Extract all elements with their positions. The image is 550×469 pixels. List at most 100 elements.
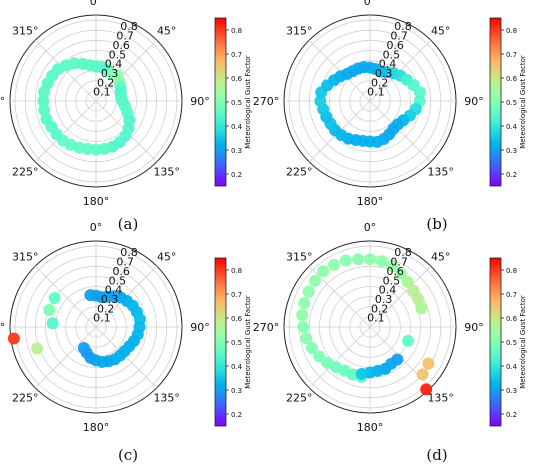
colorbar-gradient [214, 257, 227, 427]
colorbar-label: Meteorological Gust Factor [244, 295, 252, 389]
angle-label: 315° [286, 24, 313, 37]
data-point [37, 95, 50, 107]
data-point [330, 361, 343, 374]
radial-tick-label: 0.3 [375, 293, 393, 306]
data-point [394, 267, 407, 280]
radial-tick-label: 0.3 [101, 293, 119, 306]
colorbar-tick-label: 0.7 [506, 291, 517, 299]
data-point [298, 297, 311, 310]
radial-tick-label: 0.5 [383, 48, 401, 61]
data-point [386, 260, 399, 273]
colorbar-tick-label: 0.5 [506, 339, 517, 347]
data-point [317, 265, 330, 278]
radial-tick-label: 0.7 [390, 30, 408, 43]
angular-gridline [308, 265, 371, 328]
colorbar-tick-label: 0.7 [506, 51, 517, 59]
radial-tick-label: 0.7 [116, 256, 134, 269]
data-point [415, 302, 428, 315]
angular-gridline [34, 265, 97, 328]
data-point [402, 334, 415, 347]
colorbar-gradient [489, 17, 502, 187]
radial-tick-label: 0.4 [105, 284, 123, 297]
radial-tick-label: 0.3 [101, 67, 119, 80]
angular-gridline [369, 265, 432, 328]
radial-tick-label: 0.4 [379, 284, 397, 297]
data-point [328, 258, 341, 271]
colorbar-tick-label: 0.2 [506, 171, 517, 179]
angle-label: 45° [157, 24, 177, 37]
colorbar-tick-label: 0.8 [506, 27, 517, 35]
colorbar-tick-label: 0.8 [506, 267, 517, 275]
data-point [31, 342, 44, 355]
colorbar-tick-label: 0.6 [231, 315, 243, 323]
angle-label: 225° [286, 392, 313, 405]
series-4 [416, 357, 435, 396]
data-point [422, 357, 435, 370]
angle-label: 45° [431, 250, 451, 263]
radial-tick-label: 0.1 [367, 312, 385, 325]
angle-label: 270° [253, 95, 280, 108]
angle-label: 90° [190, 95, 210, 108]
angle-label: 0° [364, 221, 377, 234]
angle-label: 180° [83, 421, 110, 434]
data-point [297, 321, 310, 333]
angle-label: 180° [357, 195, 384, 208]
data-point [313, 350, 326, 363]
series-1 [37, 57, 136, 156]
angular-gridline [95, 326, 158, 389]
data-point [302, 285, 315, 298]
data-point [77, 342, 90, 355]
angular-gridline [34, 100, 97, 163]
polar-chart-1: 0.10.20.30.40.50.60.70.8 0° 45° 90° 135° 180°… [0, 0, 210, 208]
angle-label: 270° [253, 321, 280, 334]
colorbar: 0.2 0.3 0.4 0.5 0.6 0.7 0.8 Meteorological Gust… [214, 257, 252, 427]
data-point [300, 332, 313, 345]
radial-tick-label: 0.2 [97, 76, 115, 89]
angle-label: 135° [427, 166, 454, 179]
polar-chart-4: 0.10.20.30.40.50.60.70.8 0° 45° 90° 135° 180°… [253, 221, 484, 434]
angle-label: 135° [153, 392, 180, 405]
angular-gridline [308, 326, 371, 389]
colorbar-gradient [489, 257, 502, 427]
colorbar-label: Meteorological Gust Factor [244, 55, 252, 149]
colorbar-tick-label: 0.3 [231, 387, 242, 395]
radial-tick-label: 0.2 [371, 302, 389, 315]
radial-tick-label: 0.4 [379, 58, 397, 71]
series-2 [355, 353, 404, 380]
angle-label: 0° [364, 0, 377, 8]
radial-tick-label: 0.5 [109, 274, 127, 287]
colorbar-tick-label: 0.3 [506, 387, 517, 395]
angle-label: 180° [357, 421, 384, 434]
angle-label: 225° [286, 166, 313, 179]
angle-label: 315° [12, 24, 39, 37]
colorbar-tick-label: 0.7 [231, 291, 242, 299]
polar-chart-2: 0.10.20.30.40.50.60.70.8 0° 45° 90° 135° 180°… [253, 0, 484, 208]
panel-label: (a) [118, 215, 139, 233]
colorbar: 0.2 0.3 0.4 0.5 0.6 0.7 0.8 Meteorological Gust… [489, 17, 527, 187]
polar-chart-3: 0.10.20.30.40.50.60.70.8 0° 45° 90° 135° 180°… [0, 221, 210, 434]
colorbar-tick-label: 0.4 [506, 123, 518, 131]
radial-tick-label: 0.5 [383, 274, 401, 287]
radial-tick-label: 0.6 [386, 39, 404, 52]
colorbar-tick-label: 0.6 [506, 315, 518, 323]
angular-gridline [34, 326, 97, 389]
angular-gridline [369, 100, 432, 163]
data-point [401, 276, 414, 289]
data-point [420, 383, 433, 396]
colorbar-tick-label: 0.4 [231, 363, 243, 371]
angular-gridline [95, 39, 158, 102]
data-point [306, 342, 318, 355]
radial-tick-label: 0.8 [120, 246, 138, 259]
data-point [364, 253, 376, 266]
radial-tick-label: 0.1 [93, 86, 111, 99]
data-point [412, 293, 425, 306]
radial-tick-label: 0.1 [367, 86, 385, 99]
radial-tick-label: 0.4 [105, 58, 123, 71]
angle-label: 225° [12, 166, 39, 179]
data-point [296, 309, 309, 322]
colorbar-tick-label: 0.8 [231, 27, 242, 35]
radial-tick-label: 0.7 [390, 256, 408, 269]
angle-label: 315° [286, 250, 313, 263]
data-point [375, 255, 388, 268]
data-point [416, 368, 429, 381]
